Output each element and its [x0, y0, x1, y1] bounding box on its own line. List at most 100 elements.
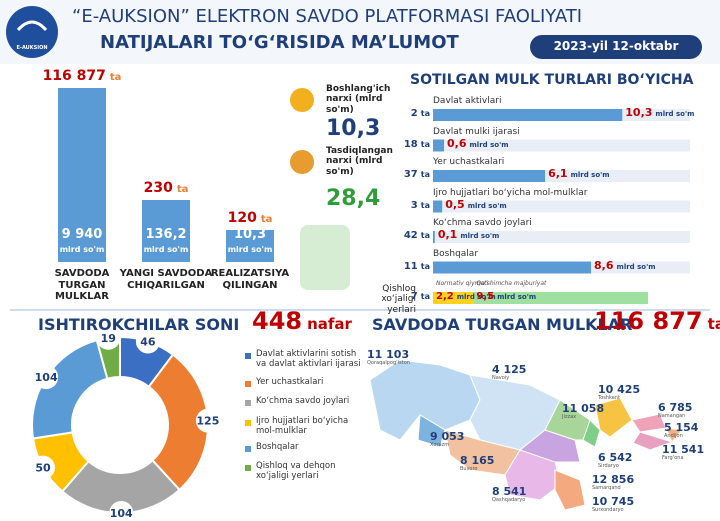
unit: mlrd so'm	[460, 232, 500, 240]
bar-count: 7 ta	[380, 291, 430, 303]
value-label: 9,5	[476, 291, 495, 302]
bar-track	[433, 231, 690, 243]
legend-marker	[245, 400, 251, 406]
chart-title: SOTILGAN MULK TURLARI BO‘YICHA	[410, 72, 694, 88]
total-unit: nafar	[307, 315, 352, 333]
slice-label-bg	[195, 408, 220, 433]
count: 230	[143, 180, 173, 196]
segment-name: Normativ qiymati	[436, 280, 489, 287]
price-value: 28,4	[326, 186, 381, 211]
legend-label: Yer uchastkalari	[256, 377, 324, 387]
value-label: 2,2	[436, 291, 454, 302]
count: 120	[227, 210, 257, 226]
unit: mlrd so'm	[497, 293, 537, 301]
slice-label-bg	[34, 365, 59, 390]
map-title: SAVDODA TURGAN MULKLAR	[372, 315, 633, 334]
region-name: Jizzax	[562, 414, 577, 420]
region	[417, 414, 446, 448]
bar-count: 11 ta	[380, 261, 430, 273]
region-value: 5 154	[664, 421, 699, 434]
map	[369, 359, 683, 511]
bar-value: 0,1 mlrd so'm	[438, 228, 500, 242]
region-value: 11 103	[367, 348, 410, 361]
count: 37	[403, 169, 418, 180]
unit: mlrd so'm	[467, 201, 507, 210]
region-value: 11 541	[662, 443, 705, 456]
region-name: Navoiy	[492, 375, 510, 381]
logo-text: E-AUKSION	[16, 45, 48, 51]
summary-label: REALIZATSIYA QILINGAN	[210, 268, 290, 291]
bar-category: Yer uchastkalari	[433, 157, 505, 167]
legend-label: Ko‘chma savdo joylari	[256, 396, 350, 406]
legend-label: Ijro hujjatlari bo‘yicha mol-mulklar	[256, 416, 349, 436]
slice-label: 19	[101, 332, 116, 345]
bar-count: 37 ta	[380, 169, 430, 181]
summary-amount: 9 940	[61, 227, 103, 242]
bar-category: Qishloq xo‘jaligi yerlari	[381, 284, 416, 315]
bar-category: Davlat mulki ijarasi	[433, 126, 520, 137]
legend-marker	[245, 420, 251, 426]
region-name: Toshkent	[598, 395, 620, 401]
bar-value: 0,6 mlrd so'm	[447, 136, 509, 151]
bar	[433, 200, 443, 213]
legend-marker	[245, 446, 251, 452]
summary-bar	[226, 230, 274, 262]
count: 7	[410, 291, 418, 302]
bar-track	[433, 139, 690, 152]
region-value: 10 745	[592, 495, 635, 508]
price-label: Boshlang'ich narxi (mlrd so'm)	[326, 84, 391, 115]
date-box	[530, 35, 702, 59]
donut-slice	[147, 353, 209, 492]
region-name: Sirdaryo	[598, 463, 619, 469]
bar-category: Ko‘chma savdo joylari	[433, 218, 532, 228]
donut-slice	[31, 338, 109, 440]
price-value: 10,3	[326, 116, 381, 141]
slice-label: 125	[196, 415, 219, 428]
summary-count: 230 ta	[112, 180, 220, 196]
bar-category: Ijro hujjatlari bo‘yicha mol-mulklar	[433, 187, 588, 198]
region-value: 9 053	[430, 430, 465, 443]
region	[582, 419, 601, 448]
summary-amount-unit: mlrd so'm	[59, 245, 105, 254]
count-unit: ta	[420, 139, 430, 149]
count: 3	[410, 199, 418, 211]
region	[544, 399, 591, 441]
region-name: Farg‘ona	[662, 455, 684, 461]
unit: mlrd so'm	[616, 262, 656, 271]
summary-label: SAVDODA TURGAN MULKLAR	[54, 268, 110, 302]
region-value: 11 058	[562, 402, 605, 415]
count-unit: ta	[260, 214, 273, 225]
bar-value: 6,1 mlrd so'm	[548, 167, 610, 181]
unit: mlrd so'm	[570, 171, 610, 179]
bar	[433, 261, 592, 274]
bar-track	[433, 200, 690, 213]
region-value: 8 541	[492, 485, 527, 498]
slice-label: 104	[35, 371, 58, 384]
title: “E-AUKSION” ELEKTRON SAVDO PLATFORMASI F…	[72, 6, 583, 27]
bar-category: Davlat aktivlari	[433, 96, 502, 106]
total: 448 nafar	[252, 307, 352, 336]
region-value: 4 125	[492, 363, 527, 376]
summary-amount-unit: mlrd so'm	[143, 245, 189, 254]
segment-value: 9,5 mlrd so'm	[476, 291, 536, 303]
count-unit: ta	[420, 109, 430, 118]
region-name: Samarqand	[592, 485, 621, 491]
bar	[433, 170, 546, 182]
slice-label-bg	[96, 325, 121, 350]
bar	[433, 139, 445, 152]
legend-marker	[245, 381, 251, 387]
region-value: 6 542	[598, 451, 633, 464]
bar	[433, 109, 623, 121]
legend-label: Boshqalar	[256, 442, 299, 452]
segment-name: Qo‘shimcha majburiyat	[476, 280, 547, 287]
bar-value: 10,3 mlrd so'm	[625, 106, 694, 120]
value-label: 8,6	[594, 258, 614, 272]
hammer-icon	[290, 150, 314, 174]
count-unit: ta	[176, 184, 189, 195]
farmer-decor	[300, 225, 350, 290]
value-label: 0,6	[447, 136, 467, 150]
summary-label: YANGI SAVDODA CHIQARILGAN	[119, 268, 213, 291]
region-name: Andijon	[664, 433, 683, 439]
chart-title: ISHTIROKCHILAR SONI	[38, 315, 240, 334]
